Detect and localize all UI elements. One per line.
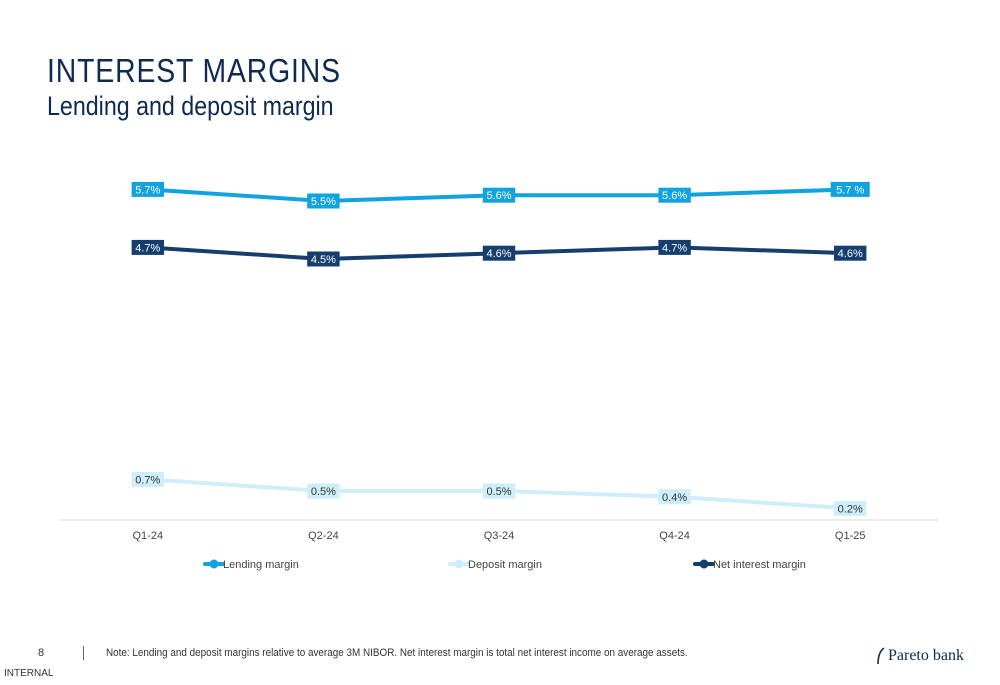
data-label: 5.6%: [658, 187, 691, 203]
data-label-text: 5.6%: [486, 190, 511, 202]
legend-label: Net interest margin: [713, 559, 806, 571]
data-label-bg: [482, 483, 516, 499]
x-tick-label: Q2-24: [308, 530, 339, 542]
data-label-bg: [658, 187, 691, 203]
pareto-bank-logo: Pareto bank: [876, 646, 964, 666]
data-label-text: 4.6%: [838, 248, 863, 260]
data-label-bg: [658, 489, 691, 505]
data-label: 0.7%: [131, 471, 164, 487]
legend-item: Net interest margin: [693, 559, 806, 571]
legend-marker: [454, 559, 464, 569]
logo-text: Pareto bank: [888, 647, 964, 664]
data-label: 4.5%: [307, 251, 340, 267]
line-chart: Q1-24 Q2-24 Q3-24 Q4-24 Q1-25 5.7% 5.5% 5.6% 5.6…: [60, 181, 938, 571]
legend-item: Deposit margin: [448, 559, 542, 571]
data-label-bg: [482, 187, 516, 203]
data-label: 5.7 %: [830, 181, 870, 197]
data-label-text: 5.7 %: [836, 184, 864, 196]
data-label-bg: [658, 239, 691, 255]
x-tick-label: Q1-25: [835, 530, 866, 542]
data-label: 0.2%: [834, 500, 867, 516]
data-label: 4.7%: [131, 239, 164, 255]
data-label-bg: [131, 181, 164, 197]
data-label-text: 0.2%: [838, 503, 863, 515]
data-label: 0.5%: [307, 483, 340, 499]
data-label-text: 0.4%: [662, 492, 687, 504]
data-label: 0.5%: [482, 483, 516, 499]
data-label: 4.6%: [482, 245, 516, 261]
legend-item: Lending margin: [203, 559, 299, 571]
data-label: 5.5%: [307, 193, 340, 209]
x-tick-label: Q4-24: [659, 530, 690, 542]
data-label-bg: [834, 500, 867, 516]
data-label-text: 5.7%: [135, 184, 160, 196]
data-label-bg: [830, 181, 870, 197]
data-label-text: 4.5%: [311, 254, 336, 266]
data-label-bg: [307, 483, 340, 499]
data-label-bg: [131, 239, 164, 255]
x-tick-label: Q1-24: [133, 530, 164, 542]
page-number: 8: [38, 647, 45, 659]
footer-divider: [83, 646, 84, 660]
data-label-bg: [307, 251, 340, 267]
data-label-text: 5.6%: [662, 190, 687, 202]
data-label-text: 5.5%: [311, 196, 336, 208]
data-label-bg: [834, 245, 867, 261]
footer-note: Note: Lending and deposit margins relati…: [106, 647, 688, 659]
classification-label: INTERNAL: [4, 668, 54, 679]
legend-marker: [699, 559, 709, 569]
data-label: 5.6%: [482, 187, 516, 203]
data-label-text: 4.7%: [662, 242, 687, 254]
data-label-bg: [131, 471, 164, 487]
page-title: INTEREST MARGINS: [47, 52, 341, 89]
data-label-bg: [307, 193, 340, 209]
data-label: 5.7%: [131, 181, 164, 197]
legend-label: Deposit margin: [468, 559, 542, 571]
logo-mark-icon: [877, 647, 885, 665]
data-label-bg: [482, 245, 516, 261]
x-tick-label: Q3-24: [484, 530, 515, 542]
page-subtitle: Lending and deposit margin: [47, 91, 334, 121]
data-label: 4.7%: [658, 239, 691, 255]
data-label: 0.4%: [658, 489, 691, 505]
data-label: 4.6%: [834, 245, 867, 261]
data-label-text: 0.5%: [311, 486, 336, 498]
legend-label: Lending margin: [223, 559, 299, 571]
data-label-text: 0.5%: [486, 486, 511, 498]
legend-marker: [209, 559, 219, 569]
data-label-text: 0.7%: [135, 474, 160, 486]
data-label-text: 4.6%: [486, 248, 511, 260]
data-label-text: 4.7%: [135, 242, 160, 254]
